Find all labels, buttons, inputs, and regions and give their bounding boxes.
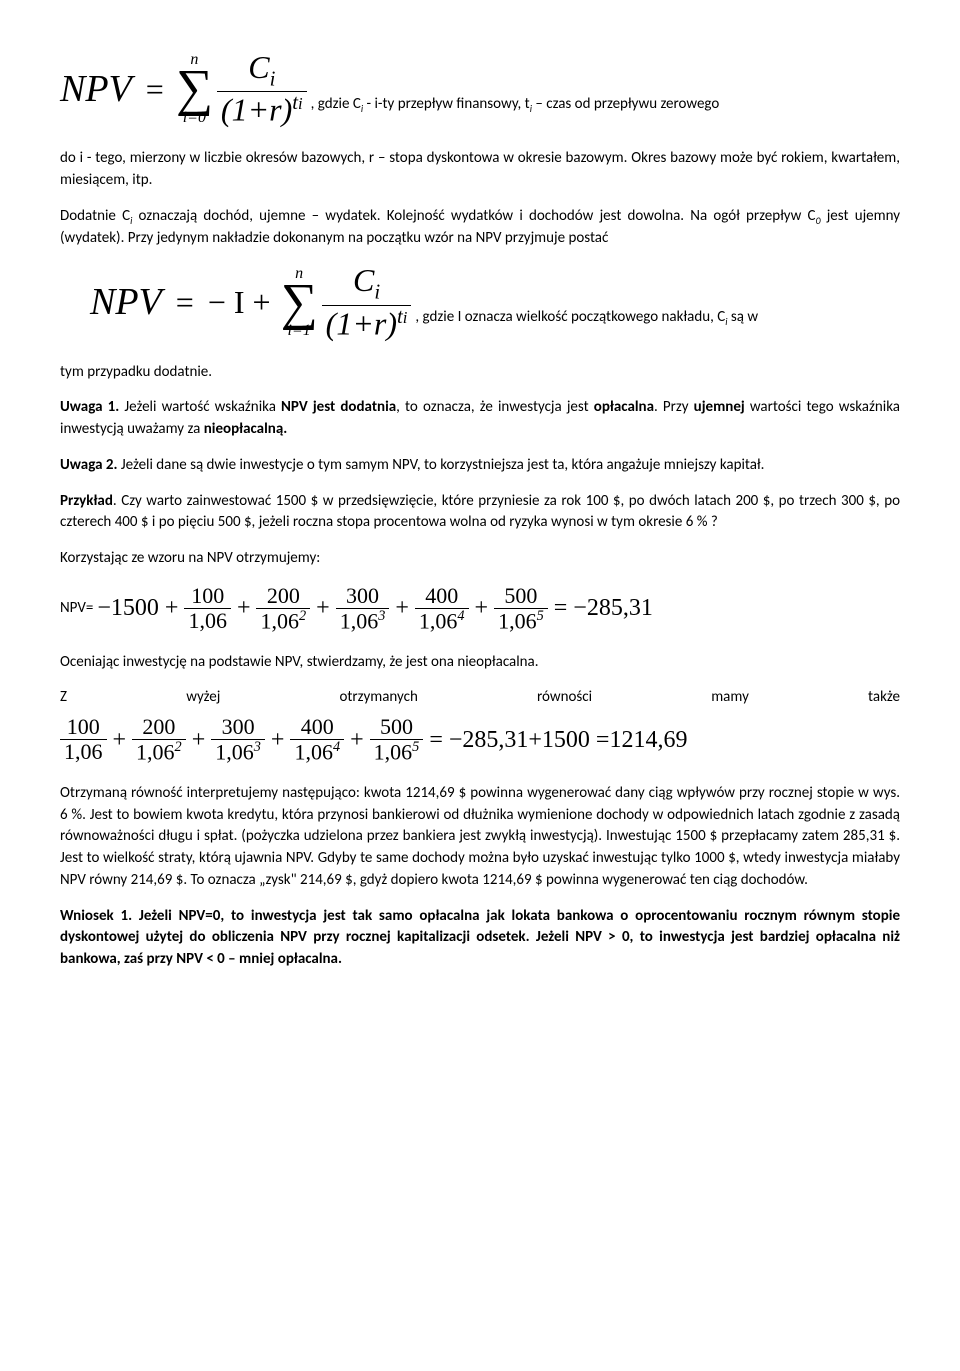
equation-2: NPV = − I + n ∑ i=1 Ci (1+r)ti , gdzie I… (60, 263, 900, 341)
paragraph-4: Korzystając ze wzoru na NPV otrzymujemy: (60, 548, 900, 570)
paragraph-1: do i - tego, mierzony w liczbie okresów … (60, 148, 900, 192)
calc-2: 1001,06 + 2001,062 + 3001,063 + 4001,064… (60, 715, 900, 765)
paragraph-3: tym przypadku dodatnie. (60, 362, 900, 384)
uwaga-1: Uwaga 1. Jeżeli wartość wskaźnika NPV je… (60, 397, 900, 441)
paragraph-5: Oceniając inwestycję na podstawie NPV, s… (60, 652, 900, 674)
uwaga-2: Uwaga 2. Jeżeli dane są dwie inwestycje … (60, 455, 900, 477)
paragraph-2: Dodatnie Ci oznaczają dochód, ujemne – w… (60, 206, 900, 250)
eq1-lhs: NPV (60, 62, 132, 117)
eq-sign: = (146, 66, 164, 112)
equation-1: NPV = n ∑ i=0 Ci (1+r)ti , gdzie Ci - i-… (60, 50, 900, 128)
eq2-formula: NPV = − I + n ∑ i=1 Ci (1+r)ti (90, 263, 411, 341)
eq1-after: , gdzie Ci - i-ty przepływ finansowy, ti… (311, 94, 720, 128)
eq1-formula: NPV = n ∑ i=0 Ci (1+r)ti (60, 50, 307, 128)
calc-1: NPV= −1500 + 1001,06 + 2001,062 + 3001,0… (60, 584, 900, 634)
eq1-frac: Ci (1+r)ti (217, 50, 307, 128)
paragraph-6: Otrzymaną równość interpretujemy następu… (60, 783, 900, 892)
eq2-after: , gdzie I oznacza wielkość początkowego … (415, 307, 758, 341)
przyklad: Przykład. Czy warto zainwestować 1500 $ … (60, 491, 900, 535)
wniosek-1: Wniosek 1. Jeżeli NPV=0, to inwestycja j… (60, 906, 900, 971)
eq1-sigma: n ∑ i=0 (176, 52, 213, 126)
eq2-sigma: n ∑ i=1 (281, 266, 318, 340)
spread-row: Z wyżej otrzymanych równości mamy także (60, 687, 900, 709)
eq2-frac: Ci (1+r)ti (322, 263, 412, 341)
